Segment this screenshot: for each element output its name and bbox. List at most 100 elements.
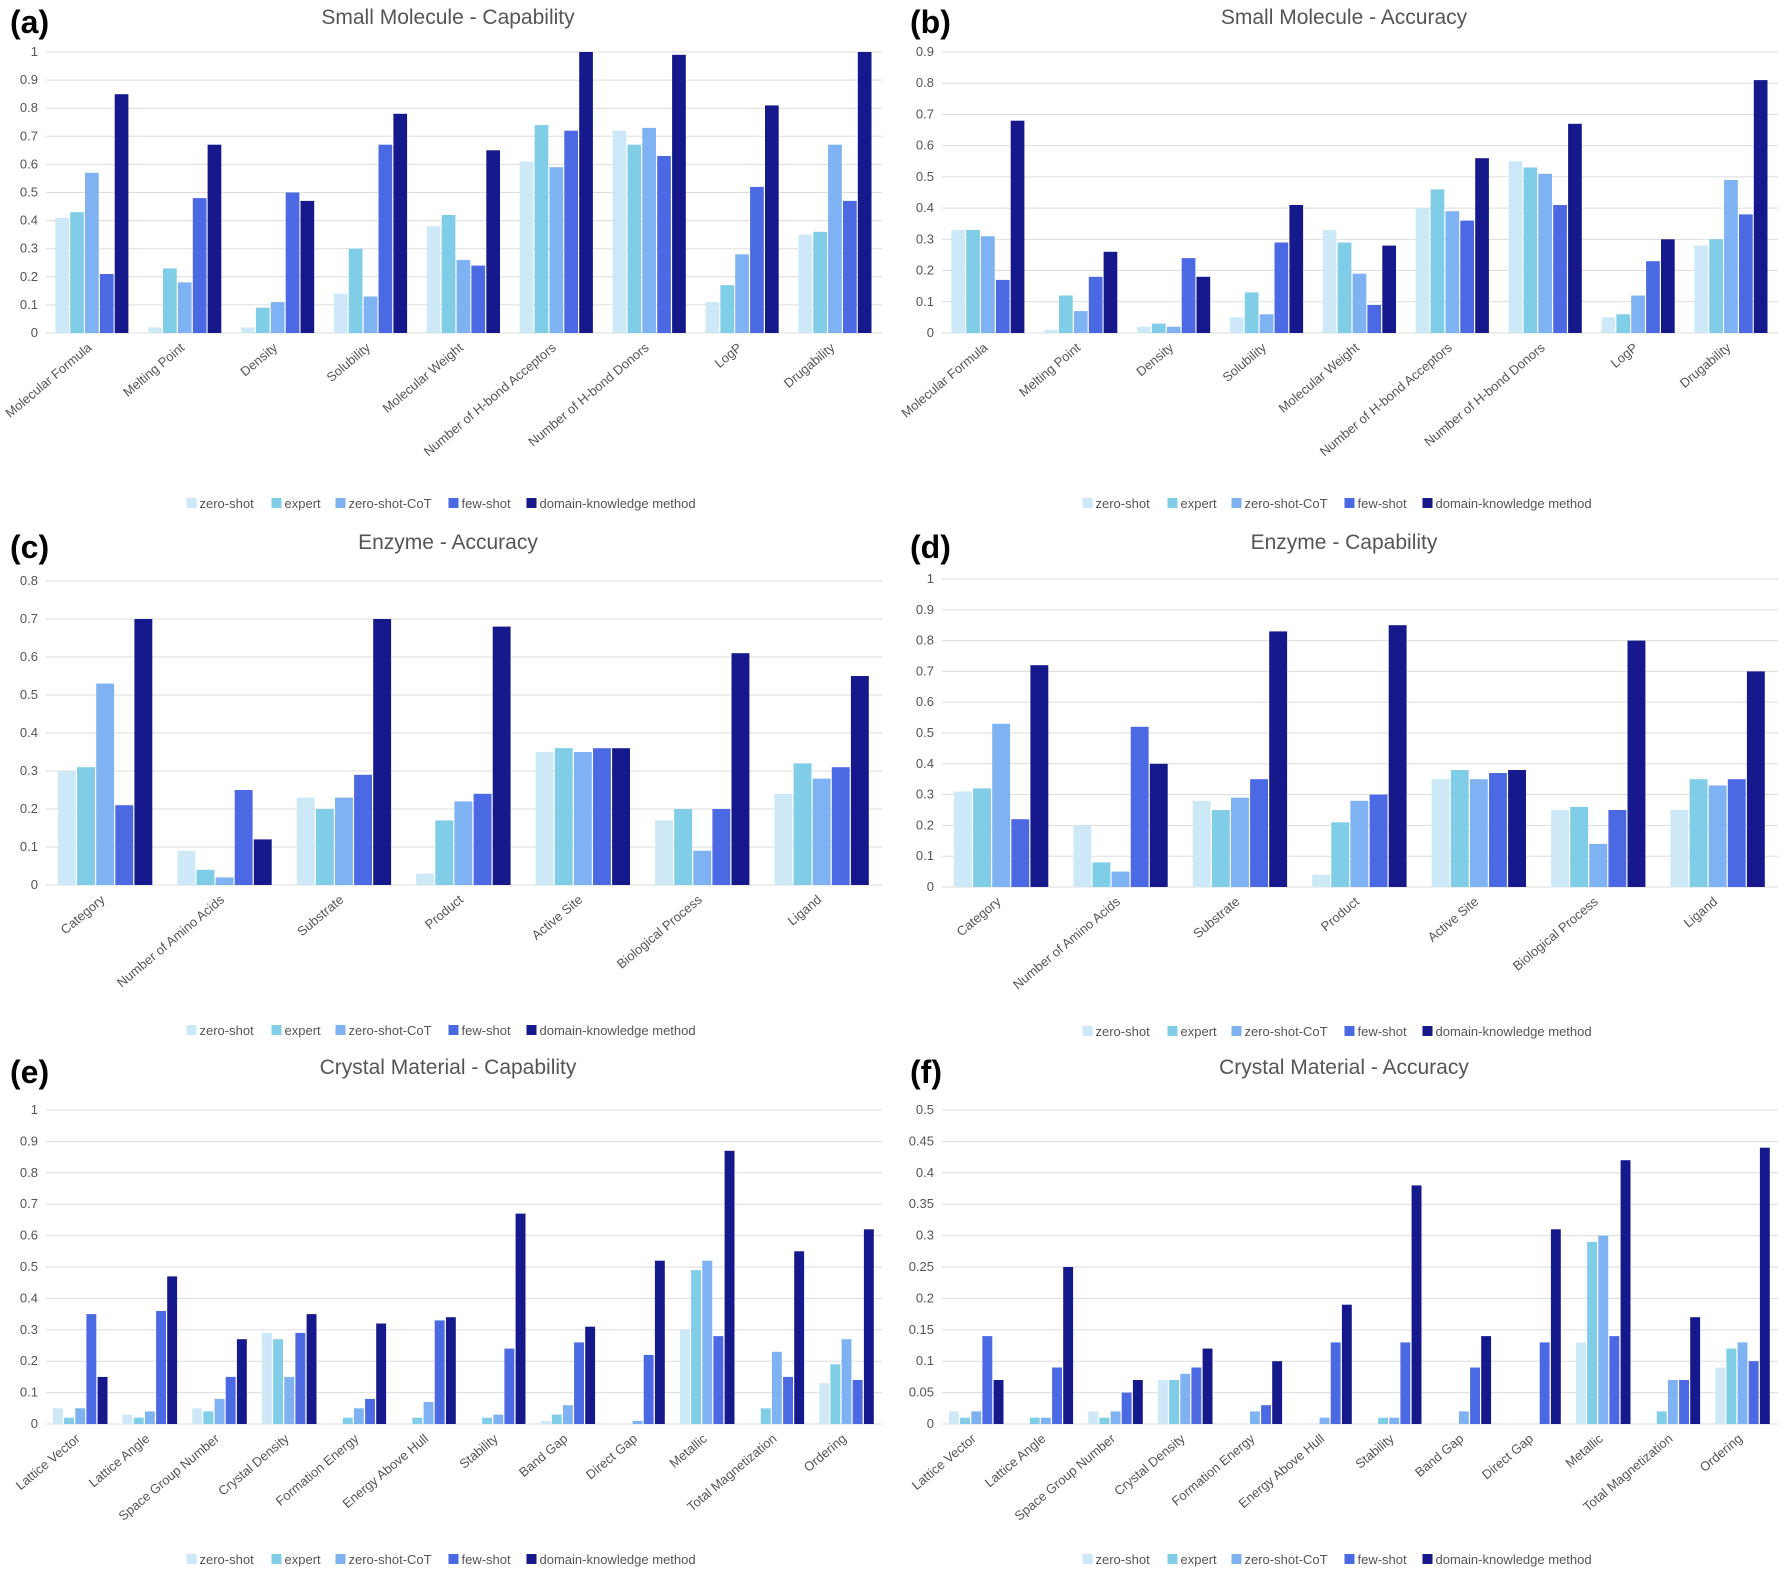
legend-label: domain-knowledge method <box>1436 1552 1592 1567</box>
bar-few-shot <box>86 1314 97 1424</box>
bar-domain-knowledge-method <box>167 1276 178 1424</box>
chart-svg-e: 0 0.1 0.2 0.3 0.4 0.5 0.6 0.7 0.8 0.9 1 Lattice Vec… <box>13 1102 882 1567</box>
bar-zero-shot <box>1508 161 1523 333</box>
y-tick-label: 0.4 <box>20 213 38 228</box>
bar-zero-shot-cot <box>1259 314 1274 333</box>
y-tick-label: 0.1 <box>20 839 38 854</box>
bar-zero-shot-cot <box>1724 180 1738 333</box>
bar-zero-shot <box>1715 1367 1726 1424</box>
bar-zero-shot-cot <box>353 1408 364 1424</box>
bar-zero-shot-cot <box>423 1402 434 1424</box>
x-tick-label: Direct Gap <box>583 1431 640 1482</box>
bar-expert <box>441 215 456 333</box>
bar-few-shot <box>1609 1336 1620 1424</box>
bar-domain-knowledge-method <box>1341 1304 1352 1424</box>
legend-swatch <box>186 498 197 508</box>
x-tick-label: Melting Point <box>1016 340 1084 400</box>
y-tick-label: 0.5 <box>916 169 934 184</box>
legend-label: expert <box>285 1552 322 1567</box>
bar-few-shot <box>1121 1392 1132 1424</box>
bar-domain-knowledge-method <box>1475 158 1489 333</box>
legend-swatch <box>1167 498 1178 508</box>
bar-zero-shot-cot <box>1589 843 1608 887</box>
bar-zero-shot <box>1415 208 1430 333</box>
bar-zero-shot-cot <box>335 797 353 885</box>
x-tick-label: Active Site <box>1425 894 1482 945</box>
legend-label: zero-shot-CoT <box>1245 1552 1328 1567</box>
legend-label: expert <box>285 1023 322 1038</box>
legend-swatch <box>1167 1554 1178 1564</box>
bar-zero-shot-cot <box>981 236 995 333</box>
legend-label: zero-shot <box>1096 496 1151 511</box>
bar-domain-knowledge-method <box>236 1339 247 1424</box>
panel-label: (a) <box>10 4 50 40</box>
x-tick-label: Direct Gap <box>1479 1431 1536 1482</box>
legend-swatch <box>1344 498 1355 508</box>
bar-zero-shot-cot <box>1350 800 1369 887</box>
legend-label: few-shot <box>462 1552 512 1567</box>
x-tick-label: Band Gap <box>1412 1431 1466 1480</box>
bar-zero-shot-cot <box>493 1414 504 1424</box>
legend-swatch <box>186 1025 197 1035</box>
x-tick-label: Molecular Formula <box>2 339 95 420</box>
bar-domain-knowledge-method <box>492 626 511 885</box>
legend-swatch <box>1231 1554 1242 1564</box>
y-tick-label: 0.8 <box>20 1165 38 1180</box>
bar-expert <box>1211 810 1230 887</box>
bar-few-shot <box>593 748 611 885</box>
bar-few-shot <box>1130 726 1149 887</box>
bar-zero-shot <box>655 820 673 885</box>
legend-swatch <box>1231 498 1242 508</box>
chart-title: Crystal Material - Capability <box>319 1056 577 1079</box>
bar-zero-shot-cot <box>1180 1373 1191 1424</box>
panel-label: (d) <box>910 529 951 565</box>
bar-zero-shot-cot <box>1389 1417 1400 1424</box>
chart-title: Enzyme - Capability <box>1250 531 1438 554</box>
bar-zero-shot-cot <box>363 296 378 333</box>
bar-few-shot <box>99 274 114 333</box>
bar-expert <box>627 144 642 333</box>
bar-zero-shot-cot <box>144 1411 155 1424</box>
bar-zero-shot <box>1670 810 1689 887</box>
bar-expert <box>554 748 573 885</box>
bar-domain-knowledge-method <box>857 52 872 333</box>
bar-zero-shot-cot <box>1352 273 1367 333</box>
y-tick-label: 0.1 <box>916 294 934 309</box>
y-tick-label: 0.2 <box>20 269 38 284</box>
y-tick-label: 0.5 <box>20 1259 38 1274</box>
bar-few-shot <box>504 1348 515 1424</box>
x-tick-label: Lattice Vector <box>13 1430 83 1493</box>
bar-domain-knowledge-method <box>1272 1361 1283 1424</box>
legend-swatch <box>1422 1554 1433 1564</box>
x-tick-label: Biological Process <box>1510 893 1601 973</box>
bar-domain-knowledge-method <box>1196 276 1211 333</box>
bar-zero-shot-cot <box>1249 1411 1260 1424</box>
y-tick-label: 1 <box>927 571 934 586</box>
bar-few-shot <box>783 1376 793 1424</box>
bar-expert <box>1656 1411 1667 1424</box>
bar-domain-knowledge-method <box>1550 1229 1561 1424</box>
bar-expert <box>1059 295 1073 333</box>
y-tick-label: 0.8 <box>20 573 38 588</box>
x-tick-label: Solubility <box>324 339 374 384</box>
x-tick-label: Metallic <box>666 1430 710 1470</box>
bar-expert <box>1029 1417 1040 1424</box>
bar-few-shot <box>1489 773 1507 887</box>
legend-swatch <box>1231 1026 1242 1036</box>
bar-domain-knowledge-method <box>1627 640 1646 887</box>
x-tick-label: Category <box>58 891 108 937</box>
bar-expert <box>966 230 980 333</box>
x-tick-label: Biological Process <box>614 891 705 971</box>
bar-zero-shot-cot <box>96 683 115 885</box>
x-tick-label: Number of Amino Acids <box>1010 893 1124 992</box>
bar-few-shot <box>1330 1342 1341 1424</box>
bar-zero-shot <box>949 1411 959 1424</box>
legend-swatch <box>1082 1554 1093 1564</box>
x-tick-label: Ordering <box>801 1431 849 1475</box>
legend-label: expert <box>1181 496 1218 511</box>
bar-zero-shot-cot <box>1319 1417 1330 1424</box>
bar-expert <box>1450 770 1469 887</box>
bar-zero-shot-cot <box>85 172 99 333</box>
y-tick-label: 0.3 <box>916 1228 934 1243</box>
bar-zero-shot <box>262 1332 272 1424</box>
